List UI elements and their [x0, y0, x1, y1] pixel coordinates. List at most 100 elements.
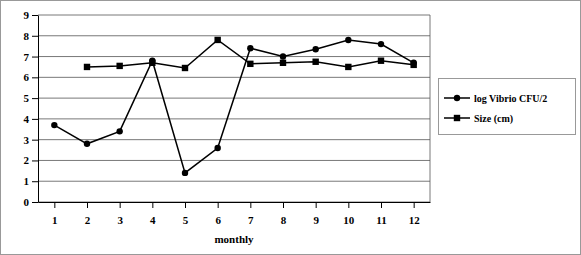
x-tick-label: 9 — [313, 214, 319, 226]
grid-line — [38, 202, 430, 203]
legend-marker — [454, 95, 460, 101]
x-axis-title: monthly — [214, 233, 254, 245]
legend-box — [439, 79, 576, 135]
grid-line — [38, 181, 430, 182]
y-tick-mark — [32, 36, 38, 37]
x-tick-label: 1 — [52, 214, 58, 226]
grid-line — [38, 118, 430, 119]
y-tick-mark — [32, 160, 38, 161]
data-point — [312, 59, 318, 65]
y-tick-mark — [32, 98, 38, 99]
grid-line — [38, 35, 430, 36]
x-tick-mark — [218, 202, 219, 208]
x-tick: 5 — [183, 202, 189, 226]
grid-line — [38, 56, 430, 57]
grid-line — [38, 77, 430, 78]
data-point — [280, 53, 286, 59]
y-tick-label: 7 — [24, 51, 30, 63]
frame — [1, 1, 581, 255]
y-tick-label: 0 — [24, 196, 30, 208]
y-tick-label: 4 — [24, 113, 30, 125]
y-tick-label: 8 — [24, 30, 30, 42]
marks — [51, 37, 417, 176]
x-tick: 11 — [376, 202, 386, 226]
x-tick-mark — [414, 202, 415, 208]
x-tick-mark — [152, 202, 153, 208]
data-point — [116, 63, 122, 69]
data-point — [345, 64, 351, 70]
grid-line — [38, 160, 430, 161]
x-tick-mark — [250, 202, 251, 208]
x-tick-label: 12 — [409, 214, 421, 226]
x-tick-label: 7 — [248, 214, 254, 226]
x-tick: 2 — [85, 202, 91, 226]
data-point — [247, 61, 253, 67]
x-tick-mark — [185, 202, 186, 208]
y-tick-mark — [32, 119, 38, 120]
y-tick: 3 — [24, 134, 39, 146]
x-tick: 9 — [313, 202, 319, 226]
chart: 0123456789123456789101112monthlylog Vibr… — [0, 0, 581, 255]
data-point — [214, 145, 220, 151]
x-tick-mark — [120, 202, 121, 208]
y-axis-line — [38, 16, 39, 203]
data-point — [247, 45, 253, 51]
y-tick: 6 — [24, 71, 39, 83]
series-line — [87, 40, 414, 68]
y-tick-label: 5 — [24, 92, 30, 104]
x-tick: 8 — [281, 202, 287, 226]
y-tick-mark — [32, 57, 38, 58]
x-tick: 3 — [117, 202, 123, 226]
y-tick-mark — [32, 181, 38, 182]
y-tick-mark — [32, 15, 38, 16]
grid — [38, 15, 430, 202]
legend-marker — [454, 115, 460, 121]
x-tick-label: 8 — [281, 214, 287, 226]
y-tick: 4 — [24, 113, 39, 125]
y-tick: 8 — [24, 30, 39, 42]
data-point — [149, 60, 155, 66]
y-tick: 7 — [24, 51, 39, 63]
x-tick-mark — [54, 202, 55, 208]
data-point — [345, 37, 351, 43]
y-tick: 5 — [24, 92, 39, 104]
data-point — [182, 65, 188, 71]
x-tick: 6 — [215, 202, 221, 226]
data-point — [182, 170, 188, 176]
data-point — [84, 64, 90, 70]
y-tick-mark — [32, 77, 38, 78]
x-tick-label: 2 — [85, 214, 91, 226]
x-axis-line — [39, 202, 431, 203]
data-point — [378, 41, 384, 47]
series-line — [54, 40, 413, 173]
legend-label: log Vibrio CFU/2 — [474, 93, 547, 104]
data-point — [410, 62, 416, 68]
y-axis: 0 1 2 3 4 5 6 7 8 9 — [24, 9, 39, 208]
x-axis: 123456789101112 — [39, 202, 431, 226]
x-tick-mark — [348, 202, 349, 208]
y-tick-label: 2 — [24, 154, 30, 166]
x-tick-label: 4 — [150, 214, 156, 226]
x-tick-label: 5 — [183, 214, 189, 226]
data-point — [51, 122, 57, 128]
y-tick-mark — [32, 202, 38, 203]
y-tick-mark — [32, 140, 38, 141]
legend-label: Size (cm) — [474, 113, 513, 125]
y-tick: 9 — [24, 9, 39, 21]
x-tick-mark — [87, 202, 88, 208]
y-tick-label: 1 — [24, 175, 30, 187]
plot-border — [430, 15, 431, 202]
data-point — [214, 37, 220, 43]
y-tick: 1 — [24, 175, 39, 187]
grid-line — [38, 15, 430, 16]
x-tick-label: 6 — [215, 214, 221, 226]
x-tick-label: 11 — [376, 214, 386, 226]
x-tick: 1 — [52, 202, 58, 226]
x-tick: 10 — [343, 202, 355, 226]
x-tick-mark — [381, 202, 382, 208]
x-tick-mark — [316, 202, 317, 208]
data-point — [312, 46, 318, 52]
y-tick-label: 9 — [24, 9, 30, 21]
x-tick: 12 — [409, 202, 421, 226]
data-point — [378, 58, 384, 64]
